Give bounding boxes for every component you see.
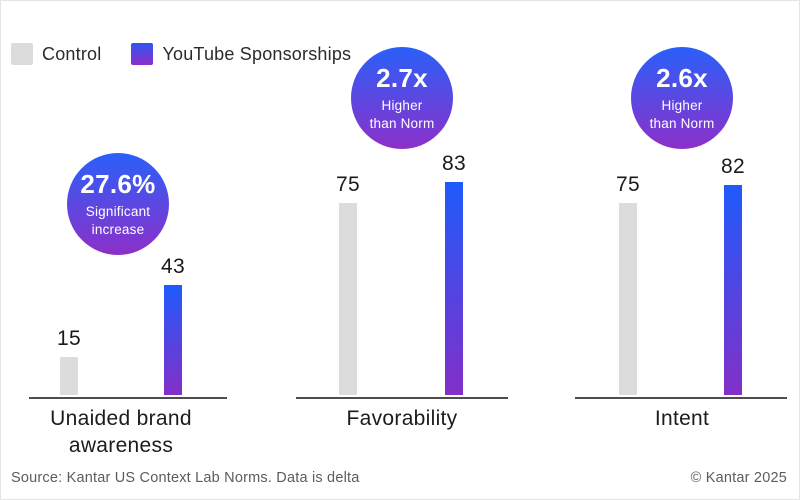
bar bbox=[619, 203, 637, 395]
bar-value-label: 82 bbox=[721, 155, 745, 178]
category-label-awareness: Unaided brand awareness bbox=[50, 407, 192, 458]
legend-label-youtube-sponsorships: YouTube Sponsorships bbox=[162, 43, 352, 64]
bar-intent-control: 75 bbox=[598, 173, 658, 395]
category-label-favorability: Favorability bbox=[346, 407, 458, 430]
control-swatch-icon bbox=[11, 43, 33, 65]
badge-subtext-line1: Significant bbox=[85, 204, 151, 220]
bar bbox=[724, 185, 742, 395]
bar-awareness-youtube: 43 bbox=[143, 255, 203, 395]
badge-headline: 2.6x bbox=[656, 63, 708, 94]
bar-favorability-control: 75 bbox=[318, 173, 378, 395]
badge-favorability-norm: 2.7x Higher than Norm bbox=[351, 47, 453, 149]
bar-awareness-control: 15 bbox=[39, 327, 99, 395]
badge-intent-norm: 2.6x Higher than Norm bbox=[631, 47, 733, 149]
legend-item-control: Control bbox=[11, 43, 101, 65]
source-note: Source: Kantar US Context Lab Norms. Dat… bbox=[11, 470, 360, 486]
badge-subtext: Significant increase bbox=[86, 203, 151, 238]
youtube-sponsorships-swatch-icon bbox=[131, 43, 154, 65]
badge-subtext-line2: increase bbox=[91, 222, 145, 237]
axis-line-intent bbox=[575, 397, 787, 399]
category-label-intent: Intent bbox=[654, 407, 710, 430]
bar-value-label: 75 bbox=[336, 173, 360, 196]
badge-subtext: Higher than Norm bbox=[370, 97, 435, 132]
badge-subtext: Higher than Norm bbox=[650, 97, 715, 132]
badge-headline: 2.7x bbox=[376, 63, 428, 94]
bar bbox=[164, 285, 182, 395]
badge-subtext-line1: Higher bbox=[661, 98, 703, 114]
bar-value-label: 75 bbox=[616, 173, 640, 196]
bar-value-label: 15 bbox=[57, 327, 81, 350]
bar-intent-youtube: 82 bbox=[703, 155, 763, 395]
copyright-note: © Kantar 2025 bbox=[690, 470, 787, 486]
axis-line-favorability bbox=[296, 397, 508, 399]
bar bbox=[60, 357, 78, 395]
badge-headline: 27.6% bbox=[80, 169, 156, 200]
bar bbox=[445, 182, 463, 395]
bar-value-label: 43 bbox=[161, 255, 185, 278]
bar bbox=[339, 203, 357, 395]
legend-label-control: Control bbox=[42, 43, 102, 64]
badge-subtext-line2: than Norm bbox=[369, 116, 435, 131]
bar-value-label: 83 bbox=[442, 152, 466, 175]
legend: Control YouTube Sponsorships bbox=[11, 43, 351, 65]
badge-awareness-increase: 27.6% Significant increase bbox=[67, 153, 169, 255]
badge-subtext-line1: Higher bbox=[381, 98, 423, 114]
axis-line-awareness bbox=[29, 397, 227, 399]
badge-subtext-line2: than Norm bbox=[649, 116, 715, 131]
legend-item-youtube-sponsorships: YouTube Sponsorships bbox=[131, 43, 351, 65]
bar-favorability-youtube: 83 bbox=[424, 152, 484, 395]
